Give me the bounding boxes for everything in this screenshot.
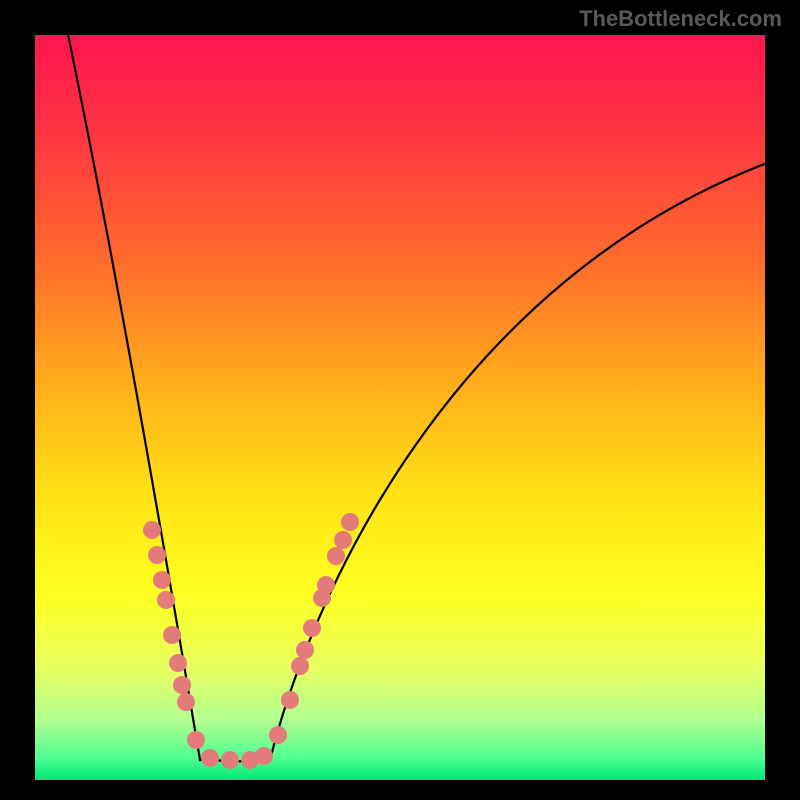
data-marker	[187, 731, 205, 749]
data-marker	[317, 576, 335, 594]
data-marker	[169, 654, 187, 672]
data-marker	[281, 691, 299, 709]
data-marker	[255, 747, 273, 765]
data-marker	[173, 676, 191, 694]
data-marker	[163, 626, 181, 644]
data-marker	[269, 726, 287, 744]
data-marker	[143, 521, 161, 539]
data-marker	[148, 546, 166, 564]
bottleneck-chart	[0, 0, 800, 800]
data-marker	[201, 749, 219, 767]
data-marker	[341, 513, 359, 531]
data-marker	[153, 571, 171, 589]
data-marker	[296, 641, 314, 659]
data-marker	[291, 657, 309, 675]
gradient-background	[35, 35, 765, 780]
data-marker	[303, 619, 321, 637]
data-marker	[157, 591, 175, 609]
watermark-text: TheBottleneck.com	[579, 6, 782, 32]
data-marker	[334, 531, 352, 549]
chart-container	[0, 0, 800, 800]
data-marker	[327, 547, 345, 565]
data-marker	[221, 751, 239, 769]
data-marker	[177, 693, 195, 711]
